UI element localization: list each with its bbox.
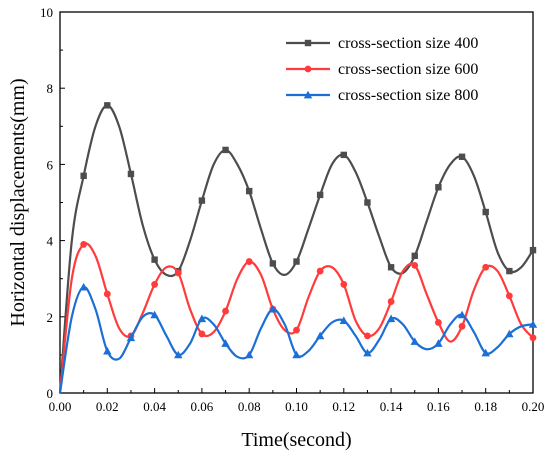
data-point: [458, 322, 466, 330]
data-point: [458, 153, 466, 160]
data-point: [505, 292, 513, 300]
x-tick-label: 0.18: [474, 399, 497, 414]
legend-item: cross-section size 800: [286, 87, 478, 104]
data-point: [315, 331, 325, 340]
data-point: [127, 170, 135, 178]
y-axis-title: Horizontal displacements(mm): [7, 78, 29, 326]
data-point: [434, 339, 443, 347]
data-point: [293, 326, 300, 334]
x-tick-label: 0.06: [191, 399, 214, 414]
x-tick-label: 0.16: [427, 399, 450, 414]
data-point: [246, 187, 253, 195]
data-point: [269, 260, 277, 267]
data-point: [198, 197, 206, 204]
data-point: [174, 350, 183, 359]
data-point: [174, 269, 182, 277]
data-point: [435, 319, 442, 326]
data-point: [387, 298, 395, 305]
data-point: [316, 191, 324, 199]
data-point: [435, 184, 442, 191]
data-point: [529, 246, 537, 254]
legend-label: cross-section size 800: [338, 87, 478, 104]
y-axis: 0 2 4 6 8 10: [40, 5, 65, 401]
data-point: [505, 329, 514, 338]
x-axis-title: Time(second): [241, 429, 351, 451]
legend-label: cross-section size 400: [338, 35, 478, 52]
data-point: [316, 267, 324, 275]
y-tick-label: 10: [40, 5, 53, 20]
data-point: [104, 102, 111, 109]
data-point: [529, 334, 537, 342]
x-tick-label: 0.04: [143, 399, 166, 414]
x-axis: 0.00 0.02 0.04 0.06 0.08 0.10 0.12 0.14 0.16 0.18…: [49, 388, 545, 414]
data-point: [103, 346, 112, 355]
data-point: [268, 304, 278, 313]
y-tick-label: 2: [47, 310, 54, 325]
data-point: [80, 241, 88, 248]
y-tick-label: 0: [47, 386, 54, 401]
data-point: [339, 316, 348, 324]
data-point: [198, 330, 206, 338]
data-point: [340, 281, 348, 288]
data-point: [197, 314, 207, 323]
legend-label: cross-section size 600: [338, 61, 478, 78]
data-point: [245, 350, 254, 359]
data-point: [482, 208, 489, 216]
data-point: [528, 320, 538, 328]
data-point: [457, 310, 467, 319]
series-layer: [58, 102, 538, 394]
data-point: [482, 263, 490, 271]
x-tick-label: 0.00: [49, 399, 72, 414]
x-tick-label: 0.14: [380, 399, 403, 414]
x-tick-label: 0.02: [96, 399, 119, 414]
legend-item: cross-section size 600: [286, 61, 478, 78]
data-point: [80, 172, 87, 180]
data-point: [151, 256, 158, 263]
data-point: [481, 348, 490, 357]
data-point: [222, 307, 229, 315]
x-tick-label: 0.08: [238, 399, 261, 414]
series-1: [58, 102, 537, 394]
series-3: [58, 282, 538, 394]
data-point: [363, 348, 372, 357]
y-tick-label: 8: [47, 81, 54, 96]
legend-item: cross-section size 400: [286, 35, 478, 52]
legend-marker: [304, 65, 312, 73]
data-point: [410, 337, 419, 345]
data-point: [293, 258, 300, 265]
data-point: [245, 258, 253, 265]
data-point: [150, 310, 159, 319]
y-tick-label: 4: [47, 234, 54, 249]
data-point: [386, 314, 396, 323]
x-tick-label: 0.20: [522, 399, 545, 414]
data-point: [126, 333, 136, 342]
data-point: [340, 151, 347, 159]
legend: cross-section size 400 cross-section size…: [286, 35, 478, 104]
data-point: [364, 199, 371, 206]
data-point: [411, 252, 418, 260]
y-tick-label: 6: [47, 157, 54, 172]
legend-marker: [303, 90, 313, 99]
data-point: [364, 332, 371, 340]
data-point: [411, 261, 419, 269]
data-point: [387, 264, 395, 271]
data-point: [221, 339, 230, 347]
data-point: [151, 281, 159, 288]
data-point: [103, 290, 111, 298]
x-tick-label: 0.12: [332, 399, 355, 414]
legend-marker: [304, 39, 312, 47]
data-point: [292, 350, 301, 359]
data-point: [222, 146, 229, 154]
x-tick-label: 0.10: [285, 399, 308, 414]
data-point: [506, 267, 513, 275]
data-point: [79, 282, 88, 291]
series-line: [58, 104, 534, 394]
